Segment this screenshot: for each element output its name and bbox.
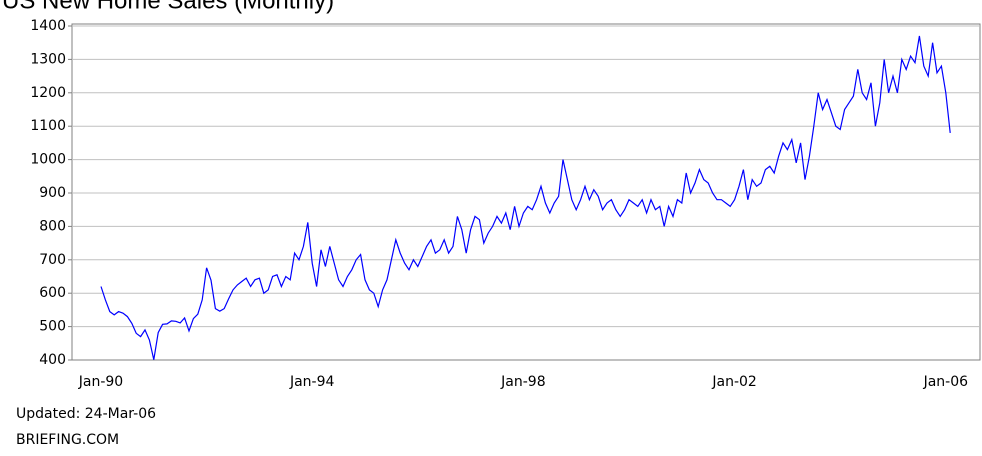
data-line <box>100 35 951 360</box>
footer-source: BRIEFING.COM <box>16 432 119 448</box>
y-tick-label: 1100 <box>30 118 66 134</box>
y-tick-label: 1300 <box>30 51 66 67</box>
x-tick-label: Jan-94 <box>289 374 335 390</box>
y-tick-label: 400 <box>39 352 66 368</box>
chart-title: US New Home Sales (Monthly) <box>2 0 334 14</box>
y-tick-label: 1200 <box>30 85 66 101</box>
x-tick-label: Jan-90 <box>78 374 123 390</box>
y-tick-label: 500 <box>39 319 66 335</box>
plot-area <box>71 23 981 361</box>
x-tick-label: Jan-06 <box>923 374 969 390</box>
y-tick-label: 800 <box>39 218 66 234</box>
footer-updated: Updated: 24-Mar-06 <box>16 406 156 422</box>
y-tick-label: 1000 <box>30 152 66 168</box>
x-tick-label: Jan-98 <box>500 374 545 390</box>
y-tick-label: 1400 <box>30 18 66 34</box>
y-tick-label: 700 <box>39 252 66 268</box>
y-tick-label: 600 <box>39 285 66 301</box>
x-tick-label: Jan-02 <box>711 374 756 390</box>
y-tick-label: 900 <box>39 185 66 201</box>
